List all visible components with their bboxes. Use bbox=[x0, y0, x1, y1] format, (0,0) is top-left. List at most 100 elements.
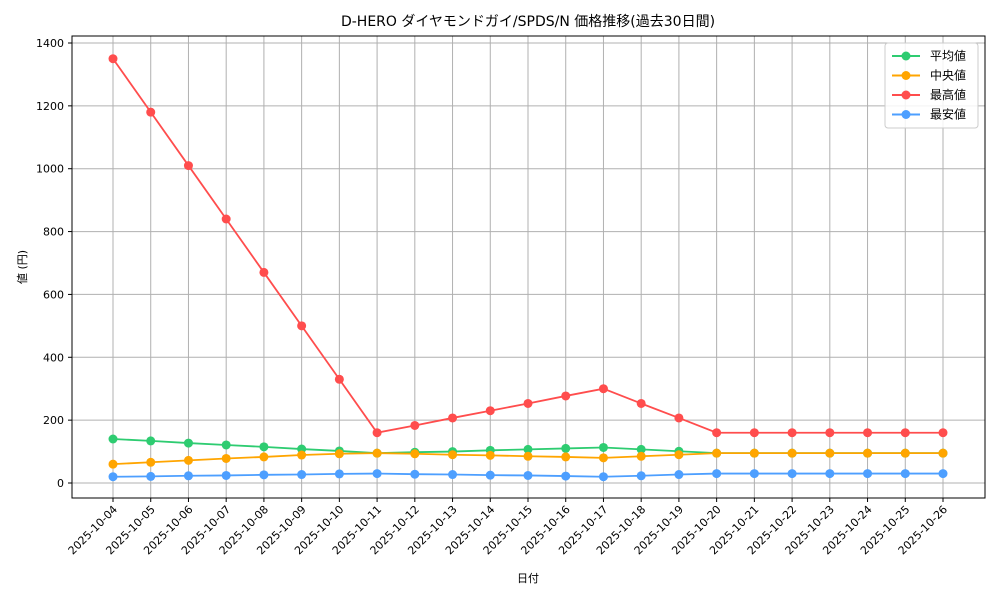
chart-title: D-HERO ダイヤモンドガイ/SPDS/N 価格推移(過去30日間) bbox=[341, 14, 715, 30]
data-point bbox=[146, 471, 156, 481]
x-axis: 2025-10-042025-10-052025-10-062025-10-07… bbox=[66, 498, 950, 557]
data-point bbox=[259, 442, 269, 452]
x-axis-label: 日付 bbox=[517, 572, 539, 585]
y-tick-label: 1200 bbox=[36, 100, 64, 113]
data-point bbox=[598, 453, 608, 463]
data-point bbox=[900, 469, 910, 479]
y-tick-label: 200 bbox=[43, 414, 64, 427]
legend-label: 中央値 bbox=[930, 68, 966, 83]
data-point bbox=[108, 434, 118, 444]
data-point bbox=[259, 470, 269, 480]
data-point bbox=[825, 428, 835, 438]
data-point bbox=[938, 448, 948, 458]
data-point bbox=[636, 444, 646, 454]
data-point bbox=[410, 449, 420, 459]
series-line bbox=[108, 469, 948, 482]
data-point bbox=[221, 453, 231, 463]
data-point bbox=[221, 440, 231, 450]
y-axis: 0 200 400 600 800 1000 1200 1400 bbox=[36, 37, 72, 490]
data-point bbox=[938, 469, 948, 479]
data-point bbox=[183, 471, 193, 481]
data-point bbox=[448, 413, 458, 423]
data-point bbox=[787, 428, 797, 438]
legend-label: 最安値 bbox=[930, 107, 966, 122]
data-point bbox=[561, 443, 571, 453]
data-point bbox=[523, 444, 533, 454]
data-point bbox=[749, 469, 759, 479]
data-point bbox=[825, 469, 835, 479]
data-point bbox=[297, 450, 307, 460]
data-point bbox=[372, 469, 382, 479]
data-point bbox=[825, 448, 835, 458]
legend-item: 最安値 bbox=[892, 107, 966, 122]
data-point bbox=[334, 374, 344, 384]
data-point bbox=[712, 469, 722, 479]
y-tick-label: 800 bbox=[43, 226, 64, 239]
data-point bbox=[485, 450, 495, 460]
series-line bbox=[108, 448, 948, 469]
legend-item: 中央値 bbox=[892, 68, 966, 83]
data-point bbox=[561, 452, 571, 462]
data-point bbox=[674, 470, 684, 480]
data-point bbox=[863, 428, 873, 438]
data-point bbox=[146, 457, 156, 467]
legend-label: 平均値 bbox=[930, 48, 966, 63]
legend-item: 最高値 bbox=[892, 87, 966, 102]
data-point bbox=[146, 107, 156, 117]
data-point bbox=[372, 448, 382, 458]
data-point bbox=[108, 54, 118, 64]
data-point bbox=[561, 471, 571, 481]
data-point bbox=[674, 450, 684, 460]
data-point bbox=[108, 459, 118, 469]
data-point bbox=[108, 472, 118, 482]
data-point bbox=[598, 472, 608, 482]
y-tick-label: 600 bbox=[43, 288, 64, 301]
data-point bbox=[598, 442, 608, 452]
y-axis-label: 値 (円) bbox=[16, 250, 29, 284]
series-layer bbox=[108, 54, 948, 482]
data-point bbox=[674, 413, 684, 423]
data-point bbox=[863, 448, 873, 458]
legend-label: 最高値 bbox=[930, 87, 966, 102]
data-point bbox=[636, 471, 646, 481]
data-point bbox=[787, 448, 797, 458]
data-point bbox=[334, 449, 344, 459]
data-point bbox=[410, 420, 420, 430]
legend-box bbox=[884, 42, 979, 129]
y-tick-label: 0 bbox=[57, 477, 64, 490]
data-point bbox=[712, 448, 722, 458]
y-tick-label: 400 bbox=[43, 351, 64, 364]
data-point bbox=[598, 384, 608, 394]
data-point bbox=[863, 469, 873, 479]
series-line bbox=[108, 54, 948, 438]
data-point bbox=[259, 267, 269, 277]
data-point bbox=[334, 469, 344, 479]
data-point bbox=[183, 161, 193, 171]
data-point bbox=[372, 428, 382, 438]
data-point bbox=[938, 428, 948, 438]
data-point bbox=[900, 428, 910, 438]
data-point bbox=[146, 436, 156, 446]
data-point bbox=[485, 406, 495, 416]
data-point bbox=[749, 428, 759, 438]
data-point bbox=[297, 470, 307, 480]
legend-item: 平均値 bbox=[892, 48, 966, 63]
data-point bbox=[410, 469, 420, 479]
data-point bbox=[183, 455, 193, 465]
data-point bbox=[183, 438, 193, 448]
data-point bbox=[787, 469, 797, 479]
data-point bbox=[712, 428, 722, 438]
data-point bbox=[448, 470, 458, 480]
y-tick-label: 1000 bbox=[36, 163, 64, 176]
data-point bbox=[297, 321, 307, 331]
data-point bbox=[523, 470, 533, 480]
data-point bbox=[221, 214, 231, 224]
data-point bbox=[749, 448, 759, 458]
data-point bbox=[523, 398, 533, 408]
data-point bbox=[561, 391, 571, 401]
data-point bbox=[900, 448, 910, 458]
data-point bbox=[485, 470, 495, 480]
